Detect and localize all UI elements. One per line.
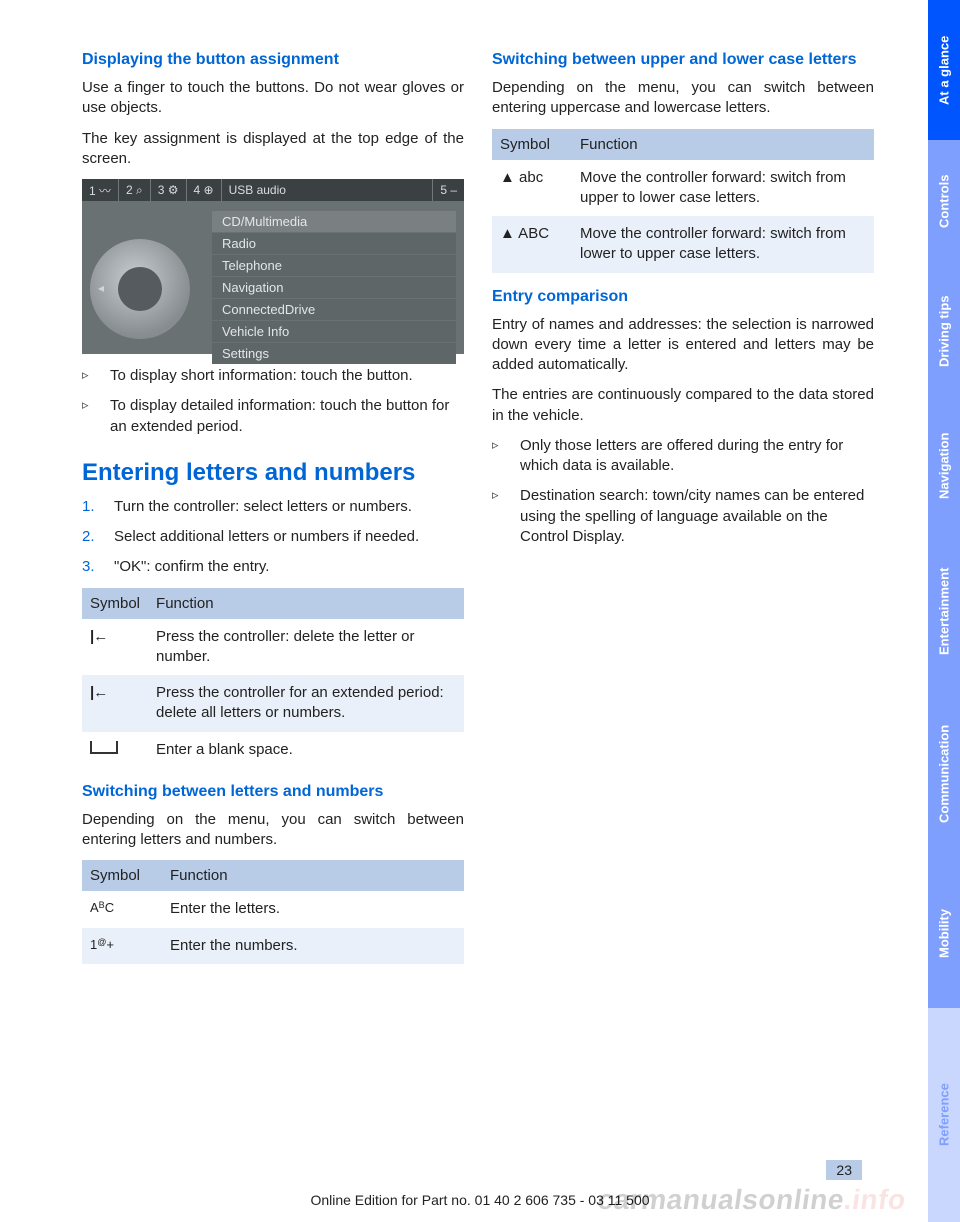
sym-desc: Enter the letters. <box>162 891 464 927</box>
shot-menu-item: CD/Multimedia <box>212 211 456 232</box>
sym-desc: Press the controller for an extended per… <box>148 675 464 732</box>
para: Depending on the menu, you can switch be… <box>492 78 874 119</box>
para: Entry of names and addresses: the select… <box>492 315 874 376</box>
sym-desc: Move the controller forward: switch from… <box>572 216 874 273</box>
sym-desc: Move the controller forward: switch from… <box>572 160 874 217</box>
heading-entering: Entering letters and numbers <box>82 459 464 487</box>
para: The entries are continuously compared to… <box>492 385 874 426</box>
symbol-table-3: SymbolFunction ▲ abcMove the controller … <box>492 129 874 273</box>
shot-seg-right: 5 – <box>432 179 464 201</box>
shot-seg: 3 ⚙ <box>150 179 186 201</box>
bullet-list: To display short information: touch the … <box>82 366 464 437</box>
bullet-text: To display short information: touch the … <box>110 366 413 386</box>
step-text: Select additional letters or numbers if … <box>114 527 419 547</box>
shot-seg: USB audio <box>221 179 293 201</box>
tab-controls[interactable]: Controls <box>928 140 960 262</box>
th-function: Function <box>162 860 464 891</box>
symbol-table-1: SymbolFunction Press the controller: del… <box>82 588 464 768</box>
step-num: 3. <box>82 557 102 577</box>
tab-driving-tips[interactable]: Driving tips <box>928 262 960 400</box>
side-tabs: At a glance Controls Driving tips Naviga… <box>928 0 960 1222</box>
sym-desc: Press the controller: delete the letter … <box>148 619 464 676</box>
heading-display-button: Displaying the button assignment <box>82 50 464 70</box>
shot-menu-item: Navigation <box>212 277 456 298</box>
shot-seg: 4 ⊕ <box>186 179 221 201</box>
para: Depending on the menu, you can switch be… <box>82 810 464 851</box>
step-num: 1. <box>82 497 102 517</box>
th-symbol: Symbol <box>82 860 162 891</box>
shot-top-bar: 1 〰 2 ⌕ 3 ⚙ 4 ⊕ USB audio 5 – <box>82 179 464 201</box>
th-function: Function <box>572 129 874 160</box>
sym-delete-all-icon <box>82 675 148 732</box>
bullet-text: Only those letters are offered during th… <box>520 436 874 477</box>
shot-menu-item: Vehicle Info <box>212 321 456 342</box>
heading-switch-case: Switching between upper and lower case l… <box>492 50 874 70</box>
tab-navigation[interactable]: Navigation <box>928 400 960 532</box>
left-column: Displaying the button assignment Use a f… <box>82 50 464 1150</box>
symbol-table-2: SymbolFunction ABCEnter the letters. 1@+… <box>82 860 464 964</box>
th-symbol: Symbol <box>492 129 572 160</box>
tab-entertainment[interactable]: Entertainment <box>928 532 960 690</box>
sym-desc: Enter the numbers. <box>162 928 464 964</box>
shot-dial: ◂ <box>90 239 190 339</box>
bullet-text: To display detailed information: touch t… <box>110 396 464 437</box>
heading-entry-comparison: Entry comparison <box>492 287 874 307</box>
tab-communication[interactable]: Communication <box>928 690 960 858</box>
bullet-text: Destination search: town/city names can … <box>520 486 874 547</box>
numbered-list: 1. Turn the controller: select letters or… <box>82 497 464 578</box>
step-num: 2. <box>82 527 102 547</box>
idrive-screenshot: 1 〰 2 ⌕ 3 ⚙ 4 ⊕ USB audio 5 – ◂ CD/Multi… <box>82 179 464 354</box>
th-symbol: Symbol <box>82 588 148 619</box>
para: The key assignment is displayed at the t… <box>82 129 464 170</box>
step-text: "OK": confirm the entry. <box>114 557 269 577</box>
shot-menu-item: Settings <box>212 343 456 364</box>
shot-seg: 1 〰 <box>82 179 118 201</box>
step-text: Turn the controller: select letters or n… <box>114 497 412 517</box>
watermark: carmanualsonline.info <box>596 1184 908 1216</box>
shot-seg: 2 ⌕ <box>118 179 150 201</box>
page-content: Displaying the button assignment Use a f… <box>82 50 874 1150</box>
bullet-list: Only those letters are offered during th… <box>492 436 874 547</box>
sym-space-icon <box>82 732 148 768</box>
tab-reference[interactable]: Reference <box>928 1008 960 1222</box>
shot-menu: CD/Multimedia Radio Telephone Navigation… <box>212 211 456 365</box>
sym-lowercase-icon: ▲ abc <box>492 160 572 217</box>
tab-at-a-glance[interactable]: At a glance <box>928 0 960 140</box>
right-column: Switching between upper and lower case l… <box>492 50 874 1150</box>
sym-numbers-icon: 1@+ <box>82 928 162 964</box>
heading-switch-letters-numbers: Switching between letters and numbers <box>82 782 464 802</box>
shot-menu-item: Radio <box>212 233 456 254</box>
page-number: 23 <box>824 1160 862 1180</box>
sym-delete-icon <box>82 619 148 676</box>
para: Use a finger to touch the buttons. Do no… <box>82 78 464 119</box>
shot-menu-item: Telephone <box>212 255 456 276</box>
sym-uppercase-icon: ▲ ABC <box>492 216 572 273</box>
th-function: Function <box>148 588 464 619</box>
sym-letters-icon: ABC <box>82 891 162 927</box>
sym-desc: Enter a blank space. <box>148 732 464 768</box>
tab-mobility[interactable]: Mobility <box>928 858 960 1008</box>
shot-menu-item: ConnectedDrive <box>212 299 456 320</box>
